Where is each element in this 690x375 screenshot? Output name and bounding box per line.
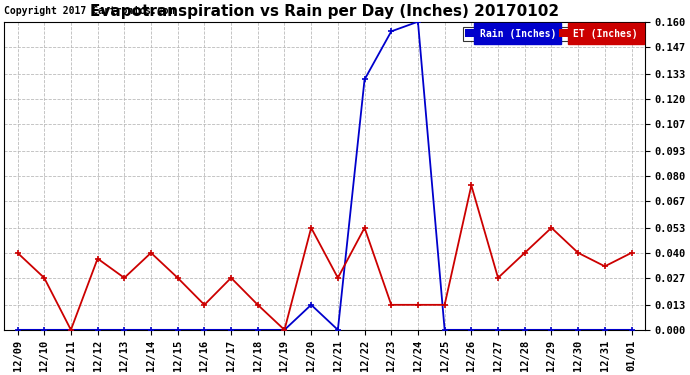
Legend: Rain (Inches), ET (Inches): Rain (Inches), ET (Inches) [463, 27, 640, 40]
Text: Copyright 2017 Cartronics.com: Copyright 2017 Cartronics.com [4, 6, 175, 15]
Title: Evapotranspiration vs Rain per Day (Inches) 20170102: Evapotranspiration vs Rain per Day (Inch… [90, 4, 559, 19]
